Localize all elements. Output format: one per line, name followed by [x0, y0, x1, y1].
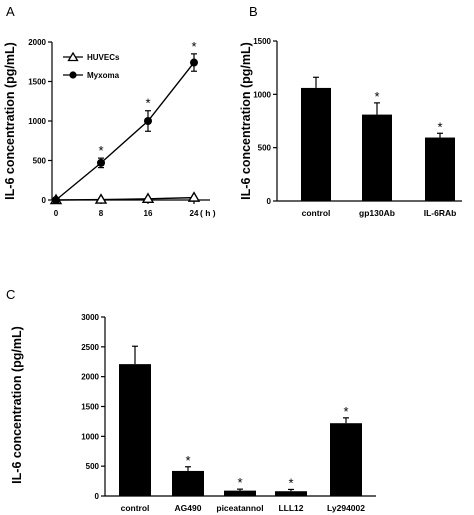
panel-c-y-tick-label: 1000: [81, 432, 99, 441]
panel-c-bar-ly294002: [330, 423, 362, 496]
significance-star: *: [437, 119, 442, 134]
panel-c-y-tick-label: 2000: [81, 373, 99, 382]
panel-a-y-tick-label: 1000: [28, 117, 46, 126]
panel-b-bar-il-6rab: [425, 137, 455, 201]
panel-a-legend: HUVECs Myxoma: [63, 51, 120, 80]
panel-c-y-axis-label: IL-6 concentration (pg/mL): [10, 326, 24, 484]
series-myxoma-point: [52, 196, 60, 204]
panel-a-y-tick-label: 2000: [28, 38, 46, 47]
panel-c-category-label: AG490: [175, 503, 202, 513]
legend-huvecs-label: HUVECs: [87, 53, 120, 62]
panel-b-category-label: IL-6RAb: [424, 208, 457, 218]
panel-a-y-tick-label: 0: [42, 196, 47, 205]
panel-c-category-label: Ly294002: [327, 503, 365, 513]
panel-c-y-tick-label: 500: [86, 462, 100, 471]
panel-a-plot: 0 500 1000 1500 2000 0 8 16 24 * * *: [28, 38, 210, 218]
series-huvecs-point: [187, 191, 201, 202]
panel-b-y-axis-label: IL-6 concentration (pg/mL): [239, 42, 253, 200]
legend-myxoma-marker: [69, 71, 77, 79]
panel-a-y-axis-label: IL-6 concentration (pg/mL): [3, 42, 17, 200]
series-myxoma-point: [190, 58, 198, 67]
panel-c-letter: C: [6, 287, 15, 302]
significance-star: *: [237, 475, 242, 490]
panel-c-bar-piceatannol: [224, 490, 256, 496]
legend-huvecs-marker: [67, 51, 79, 62]
panel-c-y-tick-label: 1500: [81, 403, 99, 412]
significance-star: *: [374, 89, 379, 104]
panel-c-plot: 0 500 1000 1500 2000 2500 3000 control * AG490 * pi…: [81, 313, 376, 513]
panel-b-y-tick-label: 500: [258, 144, 272, 153]
significance-star: *: [185, 453, 190, 468]
significance-star: *: [145, 96, 150, 111]
panel-a-letter: A: [6, 4, 15, 19]
series-myxoma-point: [97, 158, 105, 167]
panel-b-category-label: control: [302, 208, 331, 218]
panel-a-x-tick-label: 24: [190, 209, 199, 218]
panel-a-y-tick-label: 500: [33, 157, 47, 166]
panel-c-bar-ag490: [172, 470, 204, 496]
series-huvecs-point: [141, 192, 155, 204]
panel-a-x-tick-label: 0: [54, 209, 59, 218]
panel-b-y-tick-label: 0: [267, 197, 272, 206]
panel-a-x-tick-label: 16: [144, 209, 153, 218]
series-myxoma-line: [55, 62, 195, 201]
panel-b-y-tick-label: 1500: [253, 37, 271, 46]
panel-c-bar-control: [119, 364, 151, 496]
panel-b-category-label: gp130Ab: [359, 208, 395, 218]
panel-b-bar-gp130ab: [362, 114, 392, 201]
panel-c-y-tick-label: 2500: [81, 343, 99, 352]
panel-c-category-label: control: [121, 503, 150, 513]
panel-c-bar-lll12: [275, 491, 307, 496]
significance-star: *: [191, 39, 196, 54]
panel-a-x-unit: ( h ): [200, 208, 216, 218]
significance-star: *: [343, 404, 348, 419]
series-huvecs-line: [55, 196, 195, 201]
series-huvecs-point: [94, 193, 108, 204]
panel-c-category-label: LLL12: [278, 503, 303, 513]
panel-c-category-label: piceatannol: [216, 503, 263, 513]
panel-c-y-tick-label: 0: [95, 492, 100, 501]
panel-c-y-tick-label: 3000: [81, 313, 99, 322]
legend-myxoma-label: Myxoma: [87, 71, 120, 80]
panel-b-plot: 0 500 1000 1500 control * gp130Ab * IL-6RAb: [253, 37, 462, 218]
significance-star: *: [98, 143, 103, 158]
panel-a-x-tick-label: 8: [99, 209, 104, 218]
panel-b-letter: B: [249, 4, 258, 19]
panel-b-y-tick-label: 1000: [253, 90, 271, 99]
panel-a-y-tick-label: 1500: [28, 78, 46, 87]
series-myxoma-point: [144, 117, 152, 125]
panel-b-bar-control: [301, 87, 331, 201]
significance-star: *: [288, 475, 293, 490]
